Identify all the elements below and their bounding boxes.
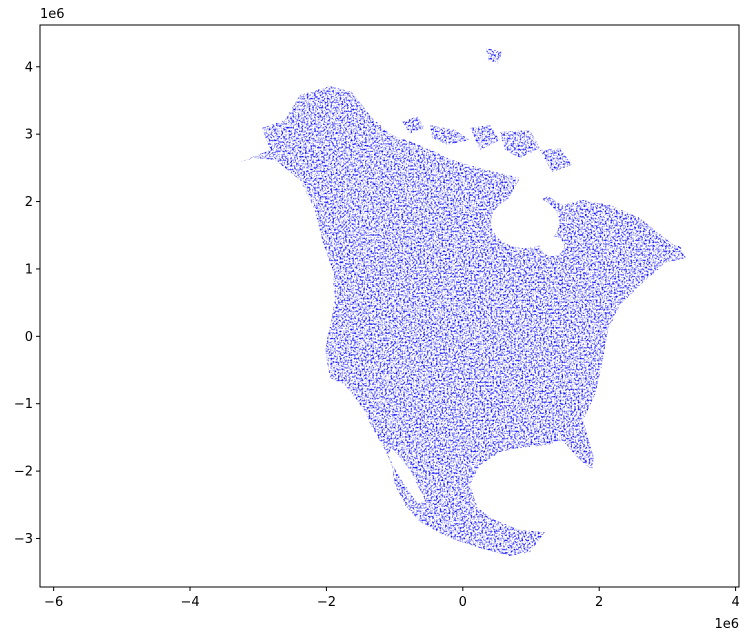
y-axis: −3 −2 −1 0 1 2 3 4 (14, 60, 40, 547)
y-tick-label: −1 (14, 397, 33, 412)
y-tick-label: 1 (25, 262, 33, 277)
y-tick-label: 3 (25, 128, 33, 143)
x-offset-label: 1e6 (714, 617, 739, 632)
x-tick-label: −4 (180, 595, 199, 610)
hudson-bay-inlet (540, 236, 564, 256)
x-tick-label: 2 (595, 595, 603, 610)
y-tick-label: 4 (25, 60, 33, 75)
y-tick-label: 2 (25, 195, 33, 210)
x-tick-label: −6 (44, 595, 63, 610)
x-tick-label: −2 (317, 595, 336, 610)
x-tick-label: 0 (459, 595, 467, 610)
x-tick-label: 4 (731, 595, 739, 610)
x-axis: −6 −4 −2 0 2 4 (44, 587, 740, 610)
y-tick-label: 0 (25, 330, 33, 345)
y-tick-label: −3 (14, 532, 33, 547)
y-offset-label: 1e6 (40, 7, 65, 22)
y-tick-label: −2 (14, 465, 33, 480)
